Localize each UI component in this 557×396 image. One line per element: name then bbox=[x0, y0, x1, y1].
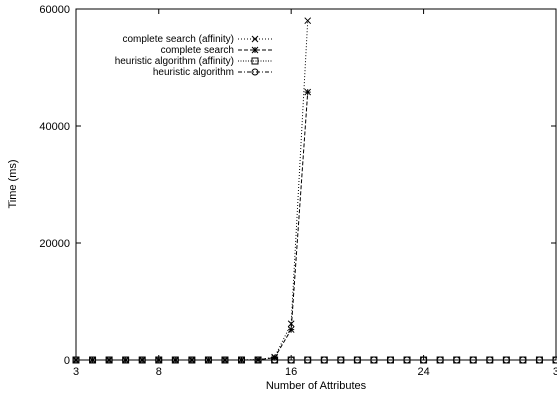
data-point bbox=[72, 356, 80, 364]
data-point bbox=[370, 356, 378, 364]
x-tick-label: 8 bbox=[156, 366, 162, 378]
data-point bbox=[238, 356, 246, 364]
data-point bbox=[320, 356, 328, 364]
x-axis-label: Number of Attributes bbox=[266, 380, 367, 392]
legend-label: heuristic algorithm bbox=[153, 67, 234, 78]
legend-marker bbox=[251, 35, 259, 43]
data-point bbox=[89, 356, 96, 364]
data-point bbox=[122, 356, 130, 364]
data-point bbox=[122, 356, 130, 364]
data-point bbox=[353, 356, 361, 364]
x-tick-label: 3 bbox=[73, 366, 79, 378]
legend-marker bbox=[251, 68, 259, 76]
data-point bbox=[519, 356, 527, 364]
data-point bbox=[486, 356, 494, 364]
data-point bbox=[502, 356, 510, 364]
data-point bbox=[171, 356, 179, 364]
data-point bbox=[89, 356, 97, 364]
x-tick-label: 3 bbox=[553, 366, 557, 378]
legend-label: complete search (affinity) bbox=[122, 34, 234, 45]
x-tick-label: 16 bbox=[285, 366, 297, 378]
data-point bbox=[138, 356, 146, 364]
data-point bbox=[304, 88, 312, 96]
legend-label: heuristic algorithm (affinity) bbox=[115, 56, 234, 67]
legend-label: complete search bbox=[161, 45, 234, 56]
data-point bbox=[453, 356, 461, 364]
data-point bbox=[403, 356, 411, 364]
data-point bbox=[436, 356, 444, 364]
series-layer bbox=[72, 17, 557, 364]
y-axis-label: Time (ms) bbox=[7, 159, 19, 208]
y-tick-label: 0 bbox=[64, 355, 70, 367]
y-tick-label: 40000 bbox=[39, 121, 70, 133]
y-tick-label: 60000 bbox=[39, 4, 70, 16]
data-point bbox=[254, 356, 262, 364]
data-point bbox=[221, 356, 229, 364]
data-point bbox=[221, 356, 229, 364]
legend-marker bbox=[251, 46, 259, 54]
data-point bbox=[552, 356, 557, 364]
data-point bbox=[287, 356, 295, 364]
data-point bbox=[304, 356, 312, 364]
data-point bbox=[386, 356, 394, 364]
data-point bbox=[188, 356, 196, 364]
y-tick-label: 20000 bbox=[39, 238, 70, 250]
data-point bbox=[287, 326, 295, 333]
data-point bbox=[420, 356, 428, 364]
data-point bbox=[105, 356, 113, 364]
data-point bbox=[337, 356, 345, 364]
data-point bbox=[469, 356, 477, 364]
data-point bbox=[155, 356, 163, 364]
series-1 bbox=[72, 88, 312, 364]
legend-marker bbox=[251, 57, 259, 65]
data-point bbox=[271, 354, 278, 362]
data-point bbox=[271, 356, 279, 364]
data-point bbox=[304, 17, 312, 25]
series-3 bbox=[72, 356, 557, 364]
data-point bbox=[204, 356, 212, 364]
x-tick-label: 24 bbox=[417, 366, 429, 378]
data-point bbox=[535, 356, 543, 364]
legend: complete search (affinity)complete searc… bbox=[115, 34, 272, 78]
series-line bbox=[76, 92, 309, 361]
